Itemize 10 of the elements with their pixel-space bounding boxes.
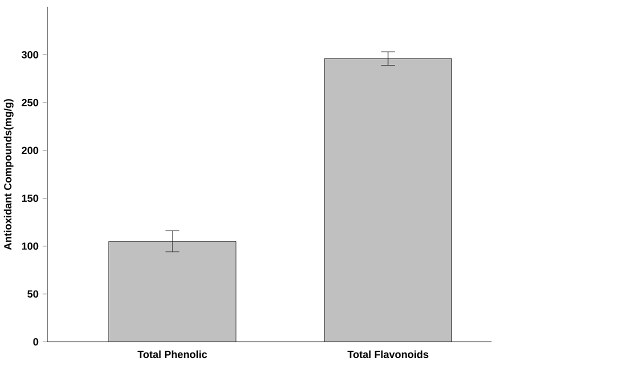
- y-tick-label: 300: [22, 51, 38, 59]
- x-tick-label: Total Phenolic: [138, 350, 207, 358]
- y-axis-title: Antioxidant Compounds(mg/g): [4, 99, 14, 250]
- y-tick-label: 150: [22, 194, 38, 202]
- y-tick-label: 0: [33, 338, 38, 346]
- y-tick-label: 50: [27, 290, 38, 298]
- y-tick-label: 100: [22, 242, 38, 250]
- x-tick-label: Total Flavonoids: [347, 350, 428, 358]
- y-tick-label: 250: [22, 99, 38, 106]
- y-tick-label: 200: [22, 147, 38, 154]
